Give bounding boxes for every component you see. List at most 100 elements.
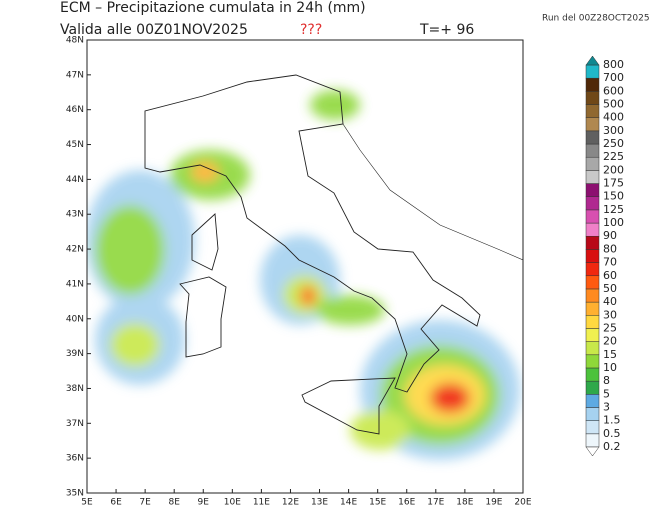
colorbar-label: 250 <box>603 137 624 150</box>
lon-label: 15E <box>369 498 386 508</box>
colorbar-swatch <box>585 91 600 105</box>
colorbar-label: 8 <box>603 374 610 387</box>
colorbar-swatch <box>585 262 600 277</box>
lon-label: 8E <box>168 498 180 508</box>
colorbar-label: 700 <box>603 71 624 84</box>
lon-label: 19E <box>485 498 502 508</box>
colorbar-label: 60 <box>603 269 617 282</box>
colorbar-swatch <box>585 394 600 408</box>
lead-time: T=+ 96 <box>419 22 474 38</box>
colorbar-swatch <box>585 196 600 211</box>
valid-time: Valida alle 00Z01NOV2025 <box>60 22 248 38</box>
lat-label: 37N <box>66 419 84 429</box>
flag: ??? <box>300 22 322 38</box>
colorbar-swatch <box>585 64 600 79</box>
colorbar-swatch <box>585 77 600 92</box>
colorbar-swatch <box>585 354 600 369</box>
lon-label: 20E <box>514 498 531 508</box>
lat-label: 41N <box>66 279 84 289</box>
lat-label: 46N <box>66 105 84 115</box>
lat-label: 39N <box>66 349 84 359</box>
colorbar-label: 10 <box>603 361 617 374</box>
colorbar-swatch <box>585 341 600 356</box>
colorbar-swatch <box>585 315 600 329</box>
lon-label: 7E <box>139 498 151 508</box>
lon-label: 17E <box>427 498 444 508</box>
lon-label: 6E <box>110 498 122 508</box>
colorbar-swatch <box>585 328 600 342</box>
colorbar-label: 5 <box>603 387 610 400</box>
lon-label: 5E <box>81 498 93 508</box>
lat-label: 42N <box>66 245 84 255</box>
lat-label: 45N <box>66 140 84 150</box>
colorbar-swatch <box>585 209 600 224</box>
colorbar-swatch <box>585 249 600 263</box>
colorbar-label: 1.5 <box>603 414 621 427</box>
run-info: Run del 00Z28OCT2025 <box>542 14 650 24</box>
lon-label: 11E <box>253 498 270 508</box>
colorbar-swatch <box>585 367 600 382</box>
lon-label: 14E <box>340 498 357 508</box>
colorbar-swatch <box>585 104 600 118</box>
colorbar-label: 400 <box>603 111 624 124</box>
lat-label: 35N <box>66 489 84 499</box>
colorbar-swatch <box>585 433 600 448</box>
colorbar-over <box>585 55 600 66</box>
colorbar-swatch <box>585 420 600 435</box>
colorbar-label: 800 <box>603 58 624 71</box>
lat-label: 47N <box>66 70 84 80</box>
colorbar-swatch <box>585 156 600 171</box>
colorbar-swatch <box>585 130 600 145</box>
colorbar-label: 20 <box>603 335 617 348</box>
colorbar-label: 40 <box>603 295 617 308</box>
colorbar-swatch <box>585 380 600 395</box>
lon-label: 13E <box>311 498 328 508</box>
lat-label: 38N <box>66 384 84 394</box>
title: ECM – Precipitazione cumulata in 24h (mm… <box>60 0 366 16</box>
lon-label: 9E <box>198 498 210 508</box>
lon-label: 10E <box>224 498 241 508</box>
map-frame <box>86 39 524 494</box>
colorbar-label: 0.2 <box>603 440 621 453</box>
lat-label: 44N <box>66 175 84 185</box>
lat-label: 36N <box>66 454 84 464</box>
colorbar-label: 600 <box>603 84 624 97</box>
colorbar-label: 175 <box>603 177 624 190</box>
lon-label: 12E <box>282 498 299 508</box>
colorbar-label: 50 <box>603 282 617 295</box>
colorbar-label: 225 <box>603 150 624 163</box>
colorbar-label: 300 <box>603 124 624 137</box>
colorbar-under <box>585 446 600 457</box>
lat-label: 48N <box>66 36 84 46</box>
map <box>87 74 523 460</box>
coastlines <box>144 74 523 435</box>
lon-label: 16E <box>398 498 415 508</box>
colorbar-label: 3 <box>603 400 610 413</box>
lat-label: 40N <box>66 314 84 324</box>
colorbar-swatch <box>585 117 600 132</box>
colorbar-label: 80 <box>603 242 617 255</box>
colorbar-swatch <box>585 183 600 197</box>
colorbar-label: 70 <box>603 256 617 269</box>
colorbar-label: 125 <box>603 203 624 216</box>
colorbar-swatch <box>585 275 600 290</box>
colorbar-label: 90 <box>603 229 617 242</box>
colorbar-label: 500 <box>603 98 624 111</box>
colorbar-swatch <box>585 288 600 303</box>
colorbar-label: 150 <box>603 190 624 203</box>
colorbar-swatch <box>585 170 600 184</box>
colorbar-label: 25 <box>603 321 617 334</box>
lat-label: 43N <box>66 210 84 220</box>
colorbar-label: 30 <box>603 308 617 321</box>
lon-label: 18E <box>456 498 473 508</box>
colorbar-swatch <box>585 301 600 316</box>
colorbar-swatch <box>585 222 600 237</box>
colorbar-label: 100 <box>603 216 624 229</box>
precip-field <box>87 90 520 460</box>
colorbar-swatch <box>585 407 600 421</box>
colorbar-label: 200 <box>603 163 624 176</box>
colorbar-label: 15 <box>603 348 617 361</box>
colorbar-swatch <box>585 235 600 250</box>
